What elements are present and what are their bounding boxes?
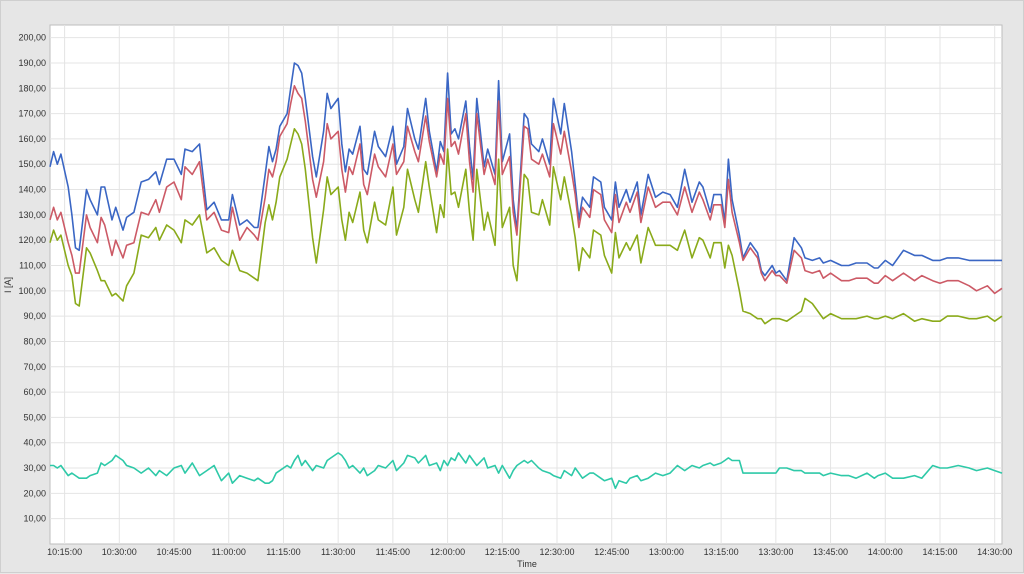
y-tick-label: 110,00 [19, 261, 46, 271]
y-tick-label: 130,00 [18, 210, 46, 220]
plot-area [49, 24, 1003, 545]
x-tick-label: 14:15:00 [922, 547, 957, 557]
y-tick-label: 30,00 [23, 463, 46, 473]
y-tick-label: 180,00 [18, 83, 46, 93]
x-tick-label: 13:15:00 [704, 547, 739, 557]
x-tick-label: 13:30:00 [758, 547, 793, 557]
x-tick-label: 11:45:00 [376, 547, 410, 557]
series-line-2 [49, 85, 1003, 295]
series-line-4 [50, 452, 1003, 490]
x-tick-label: 14:00:00 [868, 547, 903, 557]
y-tick-label: 10,00 [23, 514, 46, 524]
y-axis-label: I [A] [3, 277, 13, 293]
x-tick-label: 12:45:00 [594, 547, 629, 557]
y-tick-label: 150,00 [18, 159, 46, 169]
x-tick-label: 12:15:00 [485, 547, 520, 557]
y-tick-label: 70,00 [23, 362, 46, 372]
y-tick-label: 40,00 [23, 438, 46, 448]
series-lines [49, 62, 1003, 490]
x-tick-label: 11:30:00 [321, 547, 355, 557]
x-tick-label: 14:30:00 [977, 547, 1012, 557]
y-tick-label: 190,00 [18, 58, 46, 68]
x-tick-label: 13:45:00 [813, 547, 848, 557]
y-tick-label: 170,00 [18, 109, 46, 119]
series-line-3 [49, 128, 1003, 325]
y-tick-label: 140,00 [18, 185, 46, 195]
y-tick-label: 80,00 [23, 336, 46, 346]
y-tick-label: 20,00 [23, 488, 46, 498]
x-axis-ticks: 10:15:00 10:30:00 10:45:00 11:00:00 11:15:00… [47, 547, 1012, 557]
y-tick-label: 100,00 [18, 286, 46, 296]
x-tick-label: 10:30:00 [102, 547, 137, 557]
y-tick-label: 200,00 [18, 33, 46, 43]
y-tick-label: 120,00 [18, 235, 46, 245]
x-tick-label: 13:00:00 [649, 547, 684, 557]
y-tick-label: 60,00 [23, 387, 46, 397]
y-tick-label: 90,00 [23, 311, 46, 321]
x-tick-label: 10:15:00 [47, 547, 82, 557]
x-axis-label: Time [517, 559, 537, 569]
series-line-1 [49, 62, 1002, 282]
x-tick-label: 11:00:00 [212, 547, 246, 557]
y-tick-label: 50,00 [23, 412, 46, 422]
x-tick-label: 12:00:00 [430, 547, 465, 557]
x-tick-label: 12:30:00 [539, 547, 574, 557]
x-tick-label: 10:45:00 [156, 547, 191, 557]
y-tick-label: 160,00 [18, 134, 46, 144]
x-tick-label: 11:15:00 [266, 547, 300, 557]
gridlines [50, 25, 1002, 544]
y-axis-ticks: 10,00 20,00 30,00 40,00 50,00 60,00 70,00 80,00… [18, 33, 46, 524]
